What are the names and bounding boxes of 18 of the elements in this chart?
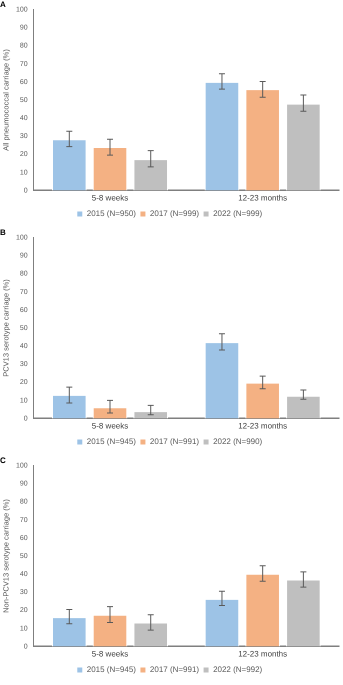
chart-title: B [0, 228, 6, 238]
x-tick-label: 5-8 weeks [92, 421, 128, 430]
legend-label: 2017 (N=991) [150, 437, 200, 446]
legend-label: 2017 (N=999) [150, 209, 200, 218]
x-tick-label: 12-23 months [238, 649, 288, 658]
legend-label: 2022 (N=992) [213, 665, 263, 674]
legend-label: 2017 (N=991) [150, 665, 200, 674]
x-tick-label: 5-8 weeks [92, 649, 128, 658]
legend-label: 2015 (N=950) [86, 209, 136, 218]
x-tick-label: 12-23 months [238, 421, 288, 430]
x-tick-label: 5-8 weeks [92, 193, 128, 202]
chart-title: C [0, 456, 6, 466]
legend-label: 2022 (N=999) [213, 209, 263, 218]
legend-label: 2015 (N=945) [86, 437, 136, 446]
legend-label: 2022 (N=990) [213, 437, 263, 446]
chart-title: A [0, 0, 6, 10]
x-tick-label: 12-23 months [238, 193, 288, 202]
legend-label: 2015 (N=945) [86, 665, 136, 674]
